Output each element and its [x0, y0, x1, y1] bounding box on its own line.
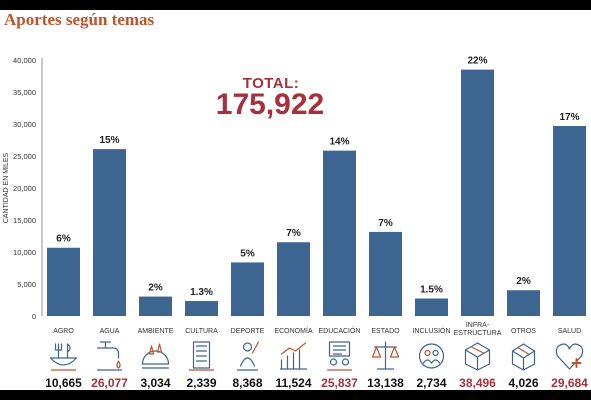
y-tick-label: 40,000 [13, 56, 36, 65]
bar [185, 301, 218, 316]
category-label: ESTRUCTURA [454, 330, 502, 337]
category-label: OTROS [511, 328, 536, 335]
environment-icon [141, 343, 170, 369]
category-label: ECONOMÍA [274, 326, 312, 335]
health-icon [555, 343, 584, 370]
y-tick-label: 25,000 [13, 152, 36, 161]
value-label: 29,684 [551, 376, 588, 390]
value-label: 10,665 [45, 376, 82, 390]
value-label: 26,077 [91, 376, 128, 390]
value-label: 2,339 [186, 376, 216, 390]
bar [93, 149, 126, 316]
bar [461, 69, 494, 316]
percent-label: 15% [99, 135, 119, 146]
bar [415, 298, 448, 316]
category-label: AGUA [100, 328, 120, 335]
category-label: INFRA- [466, 322, 490, 329]
category-label: SALUD [558, 328, 581, 335]
percent-label: 17% [559, 112, 579, 123]
y-axis-label: CANTIDAD EN MILES [3, 152, 10, 223]
bar [231, 262, 264, 316]
bar [47, 247, 80, 316]
education-icon [326, 341, 353, 371]
other-box-icon [511, 343, 536, 371]
value-label: 3,034 [140, 376, 170, 390]
y-tick-label: 35,000 [13, 88, 36, 97]
percent-label: 1.3% [190, 287, 213, 298]
total-label: TOTAL: [242, 75, 300, 92]
sports-icon [236, 341, 260, 371]
percent-label: 6% [56, 234, 71, 245]
y-tick-label: 20,000 [13, 184, 36, 193]
y-tick-label: 30,000 [13, 120, 36, 129]
value-label: 2,734 [416, 376, 446, 390]
bar [553, 126, 586, 316]
percent-label: 7% [378, 218, 393, 229]
bottom-black-bar [0, 390, 591, 400]
value-label: 25,837 [321, 376, 358, 390]
percent-label: 14% [329, 137, 349, 148]
value-label: 13,138 [367, 376, 404, 390]
top-black-bar [0, 0, 591, 10]
y-tick-label: 5,000 [17, 280, 36, 289]
category-label: EDUCACIÓN [318, 326, 360, 335]
economy-icon [279, 342, 308, 370]
percent-label: 22% [467, 56, 487, 67]
agro-icon [49, 343, 78, 371]
infrastructure-box-icon [464, 342, 491, 371]
category-label: DEPORTE [231, 328, 265, 335]
value-label: 4,026 [508, 376, 538, 390]
inclusion-icon [418, 343, 445, 369]
value-label: 38,496 [459, 376, 496, 390]
bar [323, 150, 356, 316]
water-tap-icon [96, 341, 123, 371]
culture-building-icon [188, 341, 215, 371]
value-label: 8,368 [232, 376, 262, 390]
y-tick-label: 10,000 [13, 248, 36, 257]
bar [507, 290, 540, 316]
bar [369, 231, 402, 316]
percent-label: 7% [286, 228, 301, 239]
category-label: INCLUSIÓN [412, 326, 450, 335]
percent-label: 5% [240, 248, 255, 259]
y-tick-label: 15,000 [13, 216, 36, 225]
bar [139, 296, 172, 316]
bar [277, 242, 310, 316]
y-tick-label: 0 [32, 312, 36, 321]
category-label: CULTURA [185, 328, 218, 335]
state-justice-icon [371, 341, 400, 370]
category-label: ESTADO [371, 328, 400, 335]
chart-title: Aportes según temas [4, 10, 155, 29]
value-label: 11,524 [275, 376, 311, 390]
category-label: AGRO [53, 328, 74, 335]
total-value: 175,922 [215, 88, 325, 121]
percent-label: 2% [516, 276, 531, 287]
percent-label: 2% [148, 283, 163, 294]
percent-label: 1.5% [420, 285, 443, 296]
category-label: AMBIENTE [138, 328, 174, 335]
